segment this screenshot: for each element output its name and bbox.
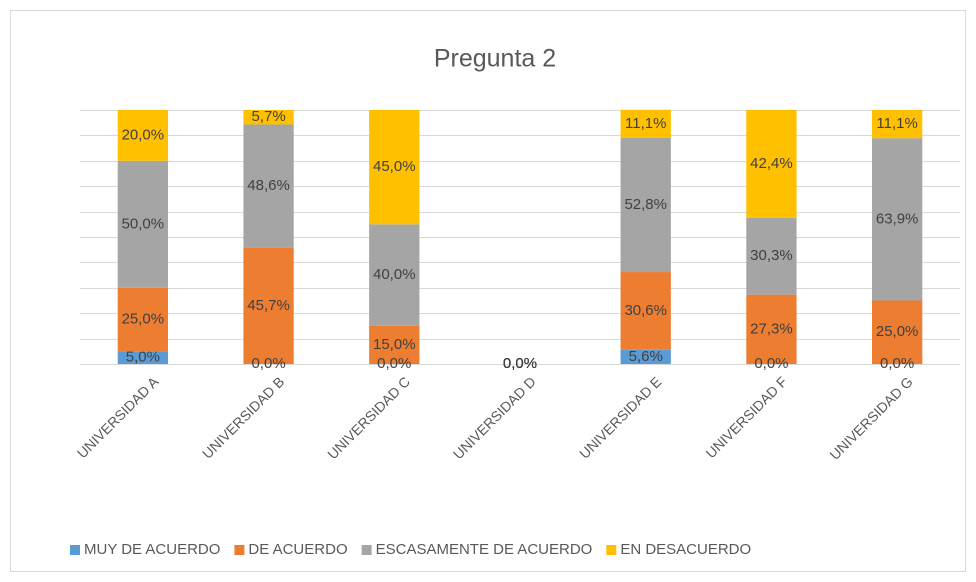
data-label: 0,0% <box>251 355 285 372</box>
data-label: 11,1% <box>876 115 917 132</box>
bar-segment <box>620 272 671 350</box>
chart-frame <box>10 10 966 572</box>
data-label: 42,4% <box>750 155 793 172</box>
bar-segment <box>243 110 294 125</box>
bar-segment <box>117 287 168 352</box>
data-label: 0,0% <box>503 355 537 372</box>
data-label: 5,0% <box>126 349 160 366</box>
data-label: 0,0% <box>503 355 537 372</box>
data-label: 0,0% <box>880 355 914 372</box>
data-label: 25,0% <box>122 311 165 328</box>
bar-segment <box>369 110 420 225</box>
data-label: 27,3% <box>750 320 793 337</box>
data-label: 5,6% <box>629 348 663 365</box>
chart-title: Pregunta 2 <box>434 45 556 73</box>
data-label: 50,0% <box>122 215 165 232</box>
data-label: 30,3% <box>750 247 793 264</box>
bar-segment <box>872 138 923 301</box>
data-label: 40,0% <box>373 266 416 283</box>
bar-segment <box>746 217 797 295</box>
data-label: 0,0% <box>503 355 537 372</box>
bar-segment <box>620 349 671 364</box>
legend-label: EN DESACUERDO <box>620 541 751 558</box>
legend-label: DE ACUERDO <box>248 541 347 558</box>
bar-segment <box>117 110 168 161</box>
data-label: 11,1% <box>625 115 666 132</box>
data-label: 15,0% <box>373 336 416 353</box>
data-label: 45,7% <box>247 297 290 314</box>
legend-swatch <box>606 545 617 555</box>
bar-segment <box>243 247 294 364</box>
data-label: 52,8% <box>624 196 667 213</box>
bar-segment <box>872 110 923 139</box>
bar-segment <box>620 137 671 273</box>
bar-segment <box>872 300 923 364</box>
data-label: 0,0% <box>754 355 788 372</box>
legend-label: ESCASAMENTE DE ACUERDO <box>376 541 593 558</box>
data-label: 20,0% <box>122 126 165 143</box>
bar-segment <box>746 294 797 364</box>
bar-segment <box>369 224 420 326</box>
data-label: 25,0% <box>876 323 919 340</box>
data-label: 48,6% <box>247 177 290 194</box>
data-label: 5,7% <box>251 108 285 125</box>
bar-segment <box>746 110 797 218</box>
bar-segment <box>117 160 168 288</box>
data-label: 0,0% <box>503 355 537 372</box>
legend-label: MUY DE ACUERDO <box>84 541 220 558</box>
bar-segment <box>369 325 420 364</box>
bar-segment <box>620 109 671 138</box>
data-label: 30,6% <box>624 302 667 319</box>
legend-swatch <box>234 545 245 555</box>
legend-swatch <box>361 545 372 555</box>
data-label: 63,9% <box>876 210 919 227</box>
data-label: 0,0% <box>377 355 411 372</box>
data-label: 45,0% <box>373 158 416 175</box>
bar-segment <box>117 351 168 364</box>
bar-segment <box>243 124 294 248</box>
legend-swatch <box>70 545 80 555</box>
